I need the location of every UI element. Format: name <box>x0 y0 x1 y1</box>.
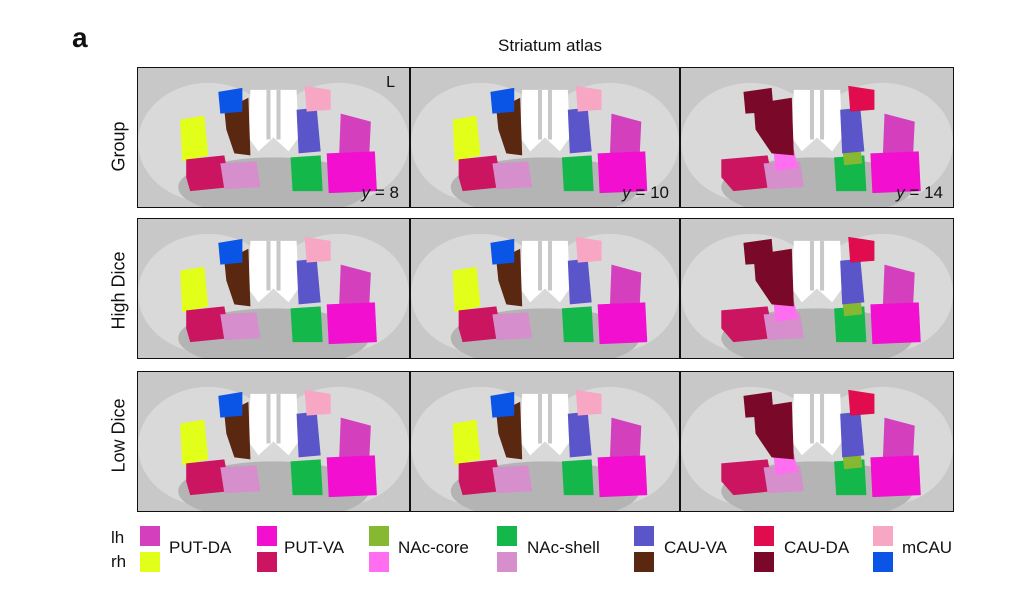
row-label-group: Group <box>108 121 129 172</box>
slice-cell-r1-c3: y = 14 <box>680 67 954 208</box>
legend-label-mcau: mCAU <box>902 538 953 557</box>
slice-axis: y <box>361 183 371 202</box>
figure-title: Striatum atlas <box>498 36 602 55</box>
slice-cell-r3-c1 <box>137 371 410 512</box>
legend-label-put-da: PUT-DA <box>169 538 232 557</box>
legend-rh-label: rh <box>111 552 127 571</box>
legend-lh-label: lh <box>111 528 125 547</box>
slice-cell-r1-c2: y = 10 <box>410 67 680 208</box>
legend-swatch-lh-cau-va <box>634 526 654 546</box>
slice-value: = 10 <box>630 183 669 202</box>
legend-swatch-lh-nac-shell <box>497 526 517 546</box>
legend-swatch-rh-nac-shell <box>497 552 517 572</box>
slice-coordinate: y = 8 <box>362 183 399 203</box>
legend-swatch-lh-cau-da <box>754 526 774 546</box>
slice-axis: y <box>622 183 631 202</box>
hemisphere-label: L <box>386 74 395 91</box>
slice-cell-r3-c2 <box>410 371 680 512</box>
slice-coordinate: y = 10 <box>622 183 669 203</box>
legend-swatch-rh-cau-va <box>634 552 654 572</box>
legend-swatch-lh-put-va <box>257 526 277 546</box>
legend-swatch-rh-cau-da <box>754 552 774 572</box>
panel-letter: a <box>72 22 88 53</box>
legend-swatch-rh-nac-core <box>369 552 389 572</box>
slice-axis: y <box>896 183 905 202</box>
legend-label-cau-da: CAU-DA <box>784 538 850 557</box>
legend-swatch-rh-put-da <box>140 552 160 572</box>
slice-cell-r2-c1 <box>137 218 410 359</box>
slice-value: = 8 <box>370 183 399 202</box>
row-label-low-dice: Low Dice <box>108 398 129 473</box>
slice-cell-r3-c3 <box>680 371 954 512</box>
legend-label-nac-core: NAc-core <box>398 538 469 557</box>
legend-swatch-rh-put-va <box>257 552 277 572</box>
legend-label-cau-va: CAU-VA <box>664 538 727 557</box>
slice-coordinate: y = 14 <box>896 183 943 203</box>
legend-swatch-lh-nac-core <box>369 526 389 546</box>
legend: lh rh PUT-DA PUT-VA NAc-core NAc-shell CAU-V… <box>0 520 1029 580</box>
slice-cell-r2-c2 <box>410 218 680 359</box>
slice-cell-r1-c1: y = 8 L <box>137 67 410 208</box>
slice-cell-r2-c3 <box>680 218 954 359</box>
legend-swatch-lh-put-da <box>140 526 160 546</box>
legend-swatch-lh-mcau <box>873 526 893 546</box>
slice-value: = 14 <box>904 183 943 202</box>
legend-label-nac-shell: NAc-shell <box>527 538 600 557</box>
legend-swatch-rh-mcau <box>873 552 893 572</box>
row-label-high-dice: High Dice <box>108 251 129 330</box>
legend-label-put-va: PUT-VA <box>284 538 345 557</box>
